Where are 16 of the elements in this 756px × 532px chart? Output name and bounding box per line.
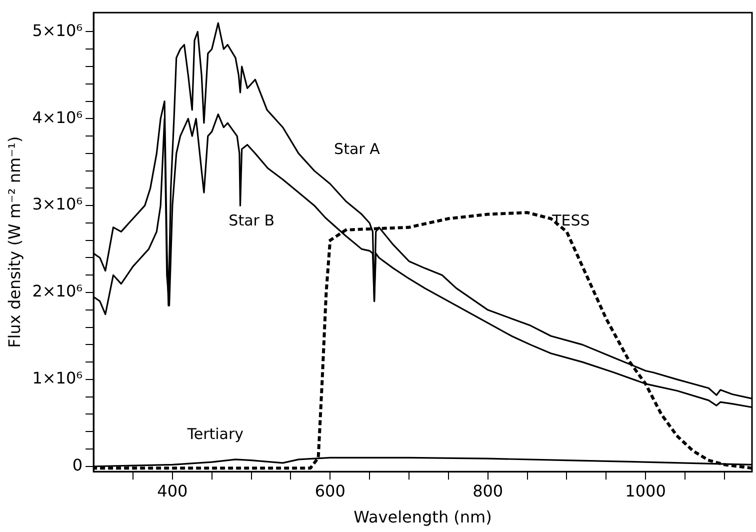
series-label: TESS [551, 211, 590, 230]
y-tick-label: 5×10⁶ [32, 20, 83, 40]
y-tick-label: 2×10⁶ [32, 282, 83, 301]
y-tick-label: 0 [72, 456, 83, 475]
x-tick-label: 1000 [625, 481, 666, 500]
y-tick-label: 3×10⁶ [32, 194, 83, 214]
series-label: Star B [228, 211, 274, 230]
x-tick-label: 800 [472, 481, 504, 500]
y-axis-title: Flux density (W m⁻² nm⁻¹) [4, 136, 24, 348]
x-tick-label: 400 [157, 481, 188, 500]
x-tick-label: 600 [314, 481, 346, 500]
y-tick-label: 4×10⁶ [32, 108, 83, 127]
y-tick-label: 1×10⁶ [32, 368, 83, 388]
x-axis-title: Wavelength (nm) [354, 508, 492, 527]
series-label: Star A [334, 140, 381, 158]
series-label: Tertiary [186, 424, 244, 443]
